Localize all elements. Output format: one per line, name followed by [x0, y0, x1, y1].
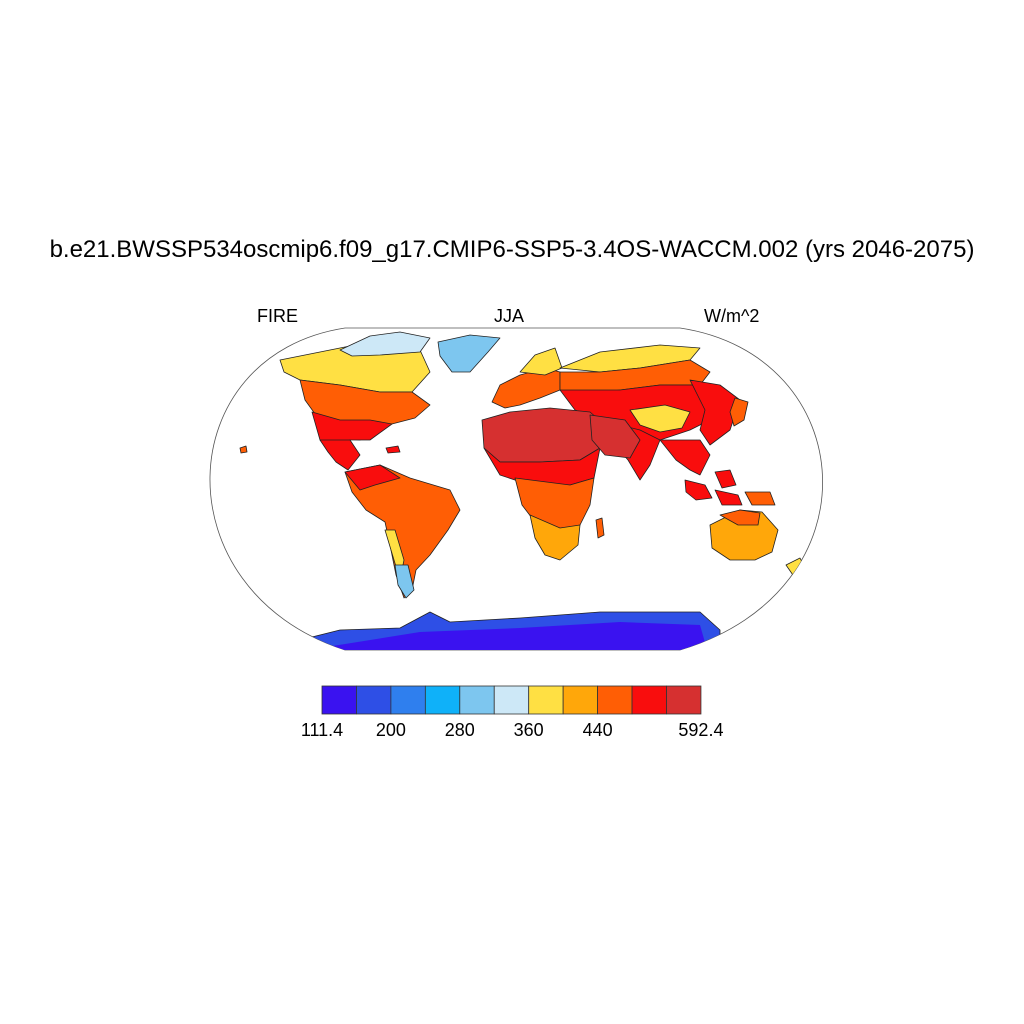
- plot-title: b.e21.BWSSP534oscmip6.f09_g17.CMIP6-SSP5…: [49, 236, 975, 263]
- japan: [729, 397, 749, 427]
- southern-africa: [529, 514, 581, 561]
- center-string: JJA: [494, 306, 525, 326]
- colorbar-swatch: [631, 685, 667, 715]
- arabia: [589, 414, 641, 459]
- left-string: FIRE: [257, 306, 299, 326]
- colorbar-tick-label: 440: [582, 720, 613, 740]
- southeast-asia: [659, 439, 711, 476]
- colorbar-swatch: [390, 685, 426, 715]
- colorbar-swatch: [493, 685, 530, 715]
- colorbar-swatch: [321, 685, 357, 715]
- australia: [709, 509, 779, 561]
- scandinavia: [519, 347, 563, 376]
- indonesia-1: [684, 479, 713, 501]
- sahel: [483, 447, 601, 486]
- south-america: [344, 464, 461, 599]
- colorbar-swatch: [528, 685, 564, 715]
- colorbar: [321, 685, 702, 715]
- south-america-hot: [344, 464, 401, 491]
- units-string: W/m^2: [704, 306, 760, 326]
- colorbar-tick-label: 200: [375, 720, 406, 740]
- antarctica-interior: [320, 622, 710, 650]
- colorbar-swatch: [562, 685, 599, 715]
- colorbar-tick-label: 360: [513, 720, 544, 740]
- australia-north: [719, 509, 761, 526]
- colorbar-swatch: [424, 685, 461, 715]
- colorbar-tick-label: 111.4: [300, 720, 344, 740]
- hawaii: [239, 445, 248, 454]
- madagascar: [595, 517, 605, 539]
- colorbar-swatch: [666, 685, 702, 715]
- colorbar-swatch: [459, 685, 495, 715]
- greenland: [437, 334, 501, 373]
- mexico: [319, 439, 361, 471]
- patagonia: [394, 564, 415, 599]
- colorbar-swatch: [597, 685, 633, 715]
- new-guinea: [744, 491, 776, 506]
- sahara: [481, 407, 606, 463]
- borneo: [714, 469, 737, 489]
- north-america-arctic: [339, 331, 431, 357]
- indonesia-2: [714, 489, 743, 506]
- colorbar-swatch: [356, 685, 392, 715]
- colorbar-tick-label: 280: [444, 720, 475, 740]
- tibet: [629, 404, 691, 433]
- east-asia: [689, 379, 741, 446]
- caribbean: [385, 445, 401, 454]
- colorbar-tick-label: 592.4: [678, 720, 724, 740]
